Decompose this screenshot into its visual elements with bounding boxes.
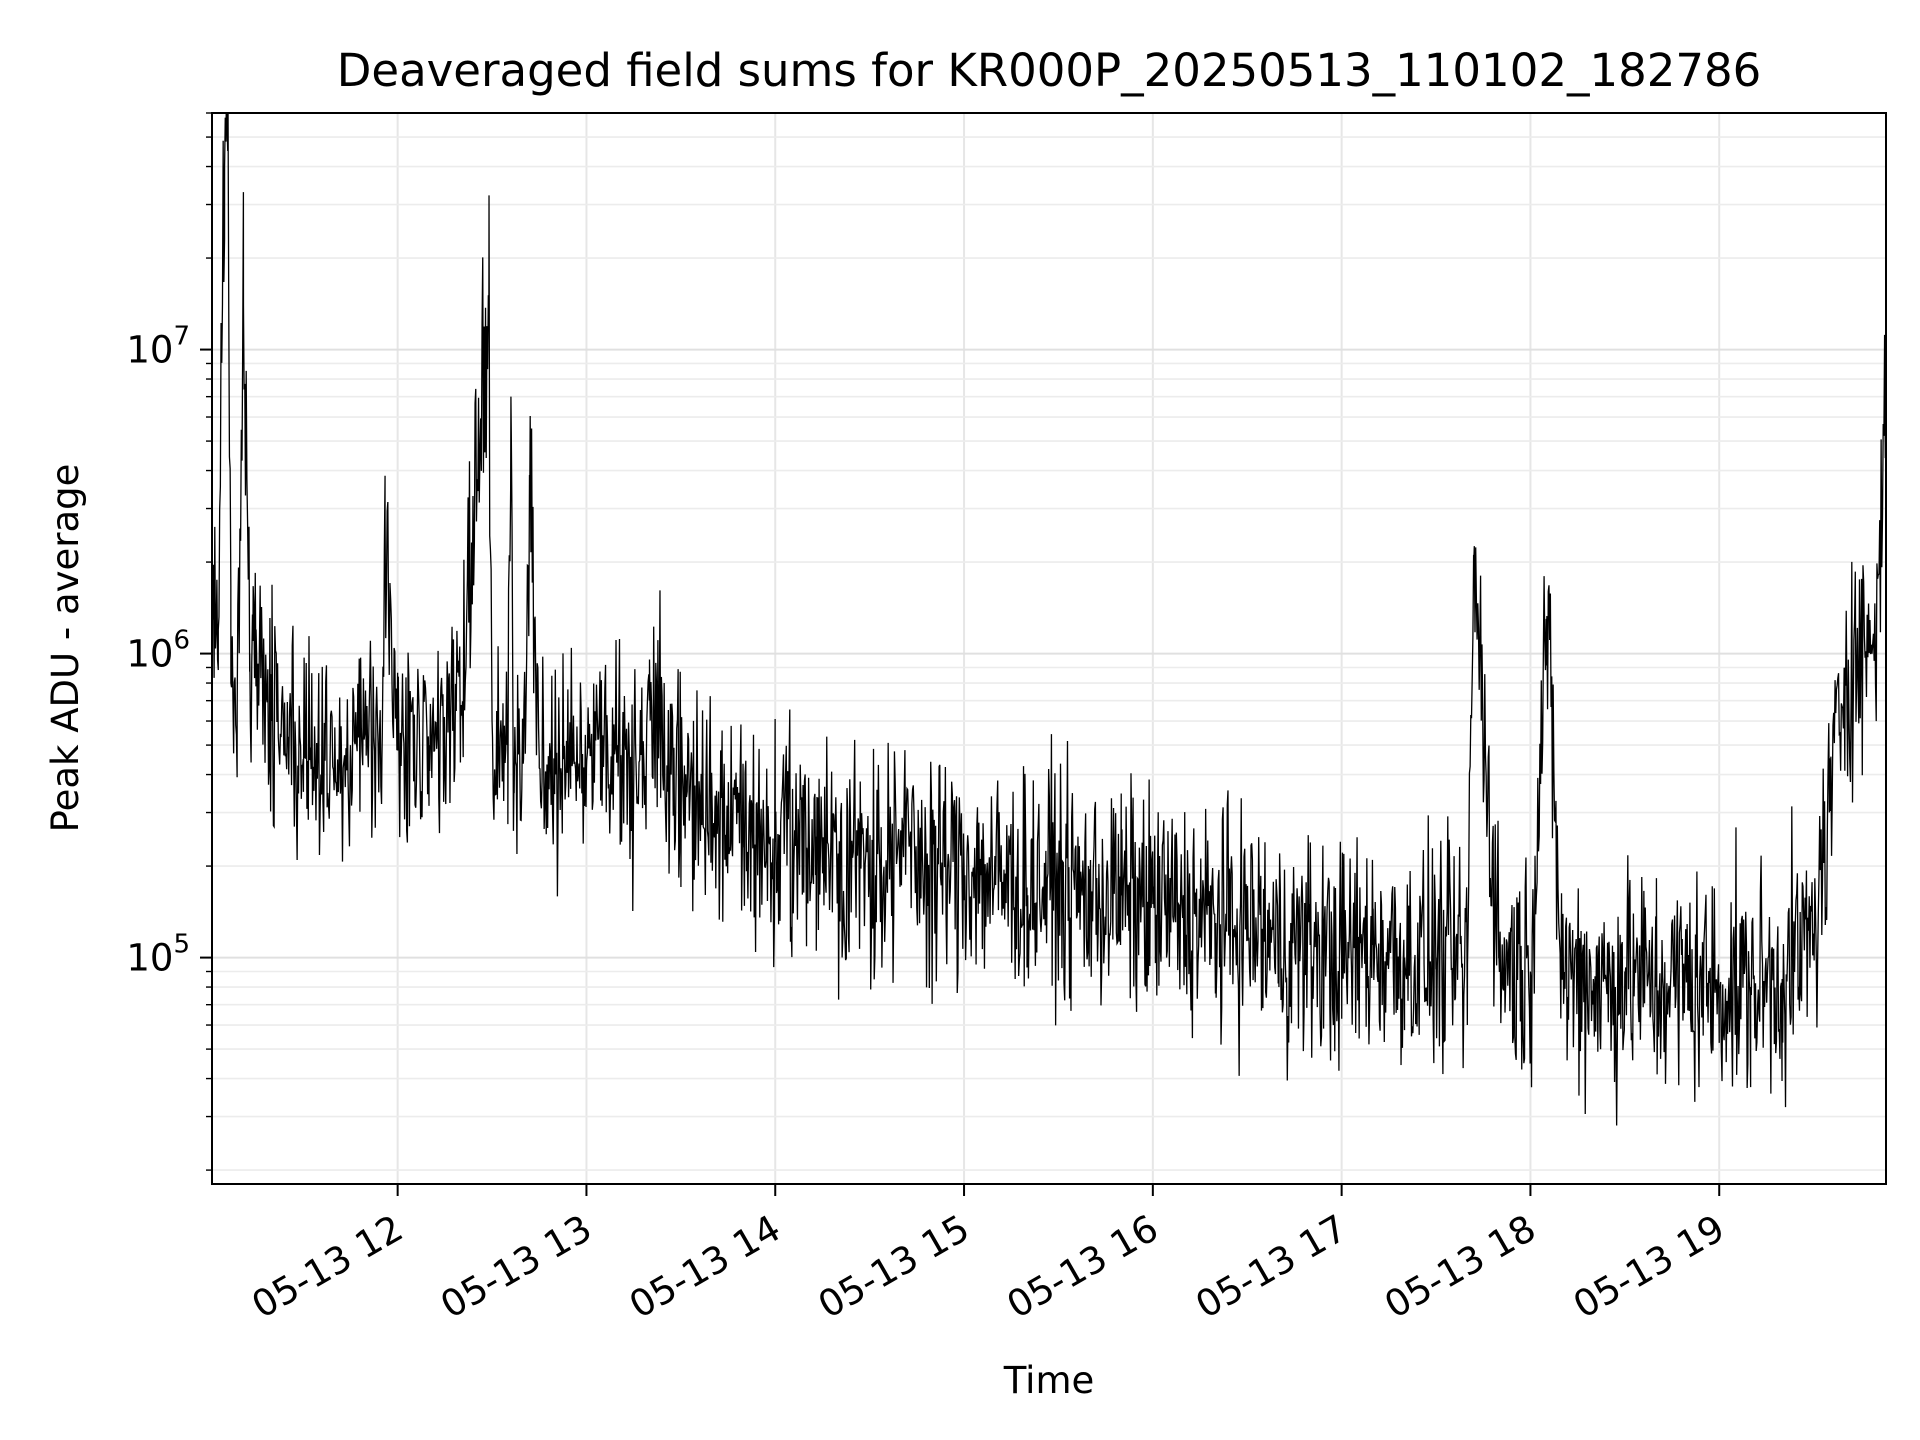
x-axis-label: Time — [1003, 1359, 1095, 1402]
series-line — [212, 113, 1886, 1126]
y-tick-base: 10 — [126, 329, 173, 372]
y-tick-label: 106 — [126, 626, 190, 676]
y-tick-label: 107 — [126, 322, 190, 372]
grid — [212, 112, 1886, 1184]
y-tick-exponent: 6 — [173, 626, 190, 656]
y-tick-label: 105 — [126, 930, 190, 980]
y-tick-exponent: 5 — [173, 930, 190, 960]
y-tick-base: 10 — [126, 633, 173, 676]
y-tick-base: 10 — [126, 937, 173, 980]
plot-area — [212, 113, 1886, 1126]
y-tick-exponent: 7 — [173, 322, 190, 352]
y-axis-label: Peak ADU - average — [44, 464, 87, 833]
chart-title: Deaveraged field sums for KR000P_2025051… — [337, 44, 1761, 97]
plot-frame — [211, 112, 1887, 1185]
